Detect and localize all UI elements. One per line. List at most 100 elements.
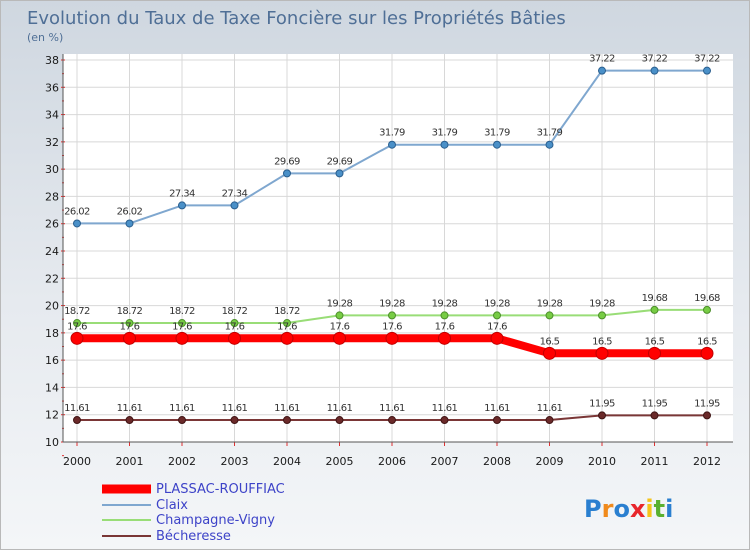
data-point [230, 319, 239, 328]
legend-label: Claix [156, 498, 188, 513]
data-label: 37.22 [694, 54, 720, 65]
x-tick-label: 2000 [63, 455, 91, 468]
data-label: 11.95 [642, 398, 668, 409]
data-label: 29.69 [327, 156, 353, 167]
data-point [388, 416, 396, 425]
data-label: 31.79 [537, 128, 563, 139]
data-point [125, 219, 134, 228]
x-tick-label: 2012 [693, 455, 721, 468]
data-point [280, 331, 294, 345]
data-point [438, 331, 451, 345]
data-label: 19.28 [432, 298, 458, 309]
data-label: 27.34 [169, 188, 195, 199]
x-tick-label: 2002 [168, 455, 196, 468]
data-label: 11.61 [327, 403, 353, 414]
legend-label: PLASSAC-ROUFFIAC [156, 482, 285, 497]
y-tick-label: 20 [45, 300, 59, 313]
data-label: 11.61 [169, 403, 195, 414]
series-champagne-vigny [73, 305, 711, 328]
data-point [178, 416, 186, 425]
data-point [598, 311, 606, 320]
data-point [440, 140, 449, 149]
x-tick-label: 2010 [588, 455, 616, 468]
data-point [545, 140, 554, 149]
data-label: 11.61 [484, 403, 510, 414]
data-label: 11.61 [432, 403, 458, 414]
data-point [595, 346, 609, 360]
y-tick-label: 26 [45, 218, 59, 231]
data-label: 11.61 [274, 403, 300, 414]
data-point [440, 416, 449, 425]
data-label: 31.79 [379, 128, 405, 139]
x-tick-label: 2007 [431, 455, 459, 468]
data-point [230, 416, 239, 425]
data-point [125, 319, 134, 328]
data-label: 19.28 [537, 298, 563, 309]
y-tick-label: 32 [45, 136, 59, 149]
data-point [283, 319, 291, 328]
data-label: 19.28 [484, 298, 510, 309]
data-label: 17.6 [435, 321, 455, 332]
data-label: 11.61 [117, 403, 143, 414]
data-point [385, 331, 399, 345]
proxiti-logo: Proxiti [584, 495, 673, 523]
data-point [178, 319, 186, 328]
data-label: 11.95 [694, 398, 720, 409]
data-label: 11.61 [64, 403, 90, 414]
data-point [335, 416, 344, 425]
data-point [545, 416, 554, 425]
series-plassac-rouffiac [70, 331, 714, 360]
data-point [335, 311, 344, 320]
data-point [333, 331, 346, 345]
x-tick-label: 2008 [483, 455, 511, 468]
data-point [388, 311, 396, 320]
data-label: 17.6 [487, 321, 507, 332]
data-point [175, 331, 189, 345]
data-point [650, 305, 659, 314]
data-point [73, 319, 81, 328]
y-tick-label: 30 [45, 163, 59, 176]
data-point [73, 416, 81, 425]
y-tick-label: 18 [45, 327, 59, 340]
data-point [228, 331, 241, 345]
logo-letter: i [645, 495, 653, 523]
data-point [703, 411, 711, 420]
y-tick-label: 12 [45, 409, 59, 422]
data-point [598, 411, 606, 420]
data-label: 29.69 [274, 156, 300, 167]
data-point [493, 416, 501, 425]
data-label: 16.5 [540, 336, 560, 347]
data-label: 11.61 [537, 403, 563, 414]
data-label: 17.6 [382, 321, 402, 332]
logo-letter: i [665, 495, 673, 523]
data-label: 17.6 [225, 321, 245, 332]
x-tick-label: 2005 [326, 455, 354, 468]
data-label: 26.02 [117, 206, 143, 217]
data-label: 37.22 [642, 54, 668, 65]
data-point [283, 416, 291, 425]
data-point [73, 219, 81, 228]
y-tick-label: 24 [45, 245, 59, 258]
data-label: 17.6 [67, 321, 87, 332]
data-label: 17.6 [277, 321, 297, 332]
data-label: 18.72 [64, 306, 90, 317]
data-label: 26.02 [64, 206, 90, 217]
data-label: 37.22 [589, 54, 615, 65]
legend-label: Champagne-Vigny [156, 513, 275, 528]
data-label: 18.72 [274, 306, 300, 317]
data-label: 18.72 [117, 306, 143, 317]
data-point [125, 416, 134, 425]
y-tick-label: 22 [45, 272, 59, 285]
y-tick-label: 14 [45, 381, 59, 394]
x-tick-label: 2003 [221, 455, 249, 468]
data-label: 11.61 [379, 403, 405, 414]
data-point [490, 331, 504, 345]
data-label: 16.5 [592, 336, 612, 347]
data-label: 11.95 [589, 398, 615, 409]
logo-letter: t [654, 495, 665, 523]
series-b-cheresse [73, 411, 711, 425]
series-claix [73, 66, 711, 228]
y-tick-label: 10 [45, 436, 59, 449]
data-point [123, 331, 136, 345]
